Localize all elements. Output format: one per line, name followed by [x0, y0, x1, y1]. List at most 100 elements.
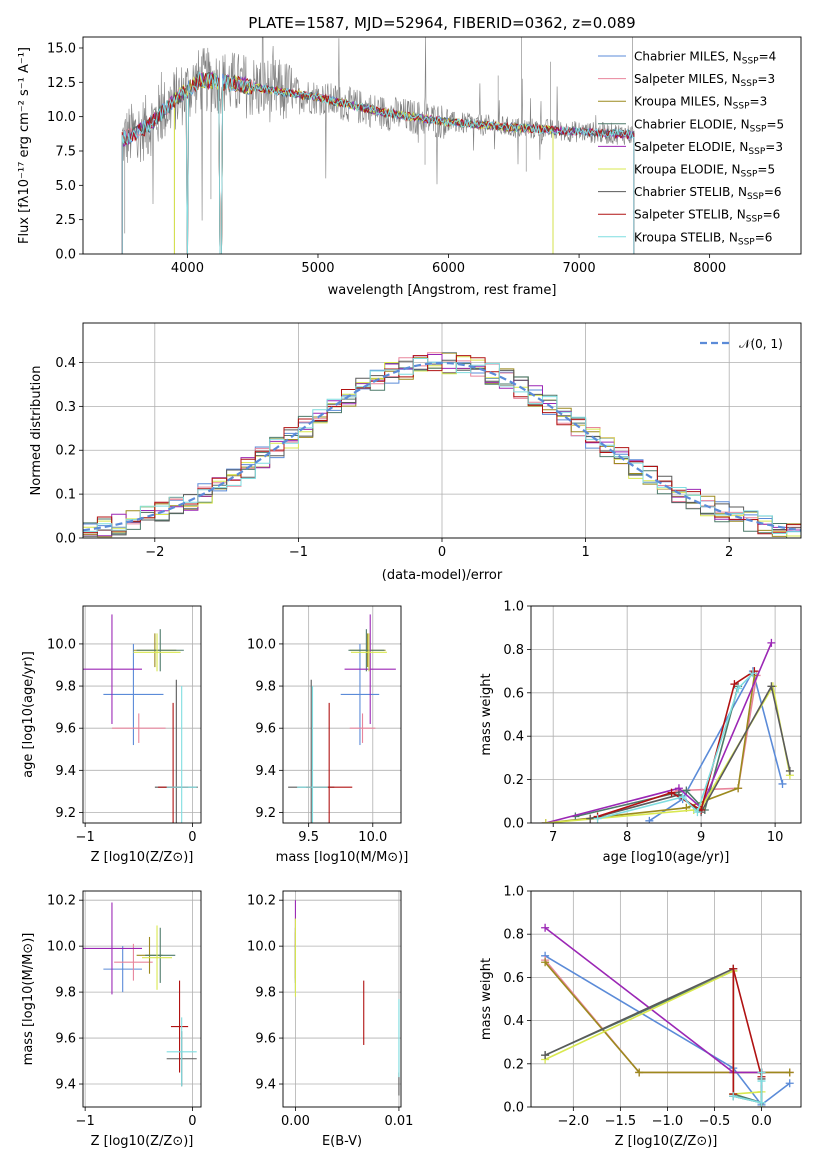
spectrum-ytick-label: 15.0	[47, 41, 76, 56]
weight_vs_Z-point-marker	[635, 1068, 644, 1077]
weight_vs_age-series-line-1	[648, 668, 784, 822]
weight_vs_Z-point-marker	[757, 1098, 766, 1107]
mass_vs_Z-ytick-label: 10.2	[47, 894, 76, 909]
weight_vs_age-point-marker	[767, 682, 776, 691]
age_vs_Z-axes	[79, 606, 201, 827]
weight_vs_age-xlabel: age [log10(age/yr)]	[603, 850, 730, 865]
weight_vs_Z-series-line-5	[544, 927, 763, 1107]
age_vs_mass-xlabel: mass [log10(M/M⊙)]	[276, 850, 409, 865]
weight_vs_Z-point-marker	[729, 1092, 738, 1101]
weight_vs_age-point-marker	[778, 779, 787, 788]
age_vs_mass-frame	[282, 605, 402, 824]
residuals-legend-label: 𝒩(0, 1)	[739, 337, 783, 351]
spectrum-legend-label: Salpeter STELIB, NSSP=6	[634, 208, 780, 225]
age_vs_Z-frame	[82, 605, 202, 824]
weight_vs_Z-xtick-label: −0.5	[699, 1114, 731, 1129]
weight_vs_age-ytick-label: 0.2	[503, 773, 524, 788]
weight_vs_age-plot-area	[541, 638, 794, 823]
spectrum-model-line-6	[173, 72, 554, 254]
weight_vs_age-ylabel: mass weight	[479, 673, 494, 755]
weight_vs_age-point-marker	[645, 816, 654, 823]
weight_vs_Z-ytick-label: 0.8	[503, 928, 524, 943]
residuals-ytick-label: 0.0	[55, 532, 76, 547]
weight_vs_Z-ytick-label: 0.0	[503, 1101, 524, 1116]
mass_vs_Z-ytick-label: 9.6	[55, 1032, 76, 1047]
age_vs_Z-plot-area	[83, 614, 198, 823]
weight_vs_age-point-marker	[693, 808, 702, 817]
weight_vs_age-series-line-6	[545, 684, 791, 823]
age_vs_mass-ytick-label: 10.0	[247, 637, 276, 652]
spectrum-legend-label: Salpeter MILES, NSSP=3	[634, 72, 775, 89]
weight_vs_age-point-marker	[730, 680, 739, 689]
age_vs_mass-xtick-label: 9.5	[298, 830, 319, 845]
spectrum-legend-label: Chabrier MILES, NSSP=4	[634, 50, 776, 67]
mass_vs_ebv-plot-area	[294, 900, 400, 1096]
weight_vs_Z-xtick-label: −2.0	[558, 1114, 590, 1129]
residuals-xtick-label: 2	[725, 545, 733, 560]
weight_vs_Z-xtick-label: −1.5	[605, 1114, 637, 1129]
weight_vs_age-series-line-9	[597, 672, 754, 820]
mass_vs_Z-frame	[82, 890, 202, 1108]
weight_vs_age-frame	[530, 605, 802, 824]
weight_vs_Z-ytick-label: 0.6	[503, 971, 524, 986]
weight_vs_Z-xtick-label: 0.0	[751, 1114, 772, 1129]
weight_vs_age-point-marker	[682, 786, 691, 795]
mass_vs_Z-xlabel: Z [log10(Z/Z⊙)]	[91, 1134, 194, 1149]
spectrum-axes	[79, 47, 711, 258]
age_vs_Z-ytick-label: 9.8	[55, 680, 76, 695]
spectrum-ytick-label: 0.0	[55, 248, 76, 263]
age_vs_Z-ytick-label: 9.4	[55, 764, 76, 779]
weight_vs_age-series-line-4	[575, 686, 739, 818]
mass_vs_Z-ytick-label: 10.0	[47, 940, 76, 955]
spectrum-legend-label: Kroupa ELODIE, NSSP=5	[634, 163, 775, 180]
spectrum-ytick-label: 12.5	[47, 76, 76, 91]
spectrum-xtick-label: 7000	[563, 261, 596, 276]
weight_vs_age-ytick-label: 0.8	[503, 643, 524, 658]
weight_vs_age-axes	[527, 605, 801, 827]
spectrum-legend-label: Kroupa STELIB, NSSP=6	[634, 230, 772, 247]
residuals-xtick-label: 0	[438, 545, 446, 560]
weight_vs_age-point-marker	[678, 792, 687, 801]
spectrum-frame	[82, 36, 802, 255]
weight_vs_Z-plot-area	[541, 923, 794, 1107]
spectrum-ytick-label: 10.0	[47, 110, 76, 125]
weight_vs_Z-point-marker	[729, 964, 738, 973]
age_vs_Z-ytick-label: 10.0	[47, 637, 76, 652]
age_vs_Z-xtick-label: 0	[188, 830, 196, 845]
age_vs_Z-xlabel: Z [log10(Z/Z⊙)]	[91, 850, 194, 865]
spectrum-xtick-label: 5000	[301, 261, 334, 276]
residuals-xlabel: (data-model)/error	[382, 568, 503, 583]
weight_vs_age-point-marker	[785, 766, 794, 775]
spectrum-model-line-9	[121, 71, 635, 254]
residuals-xtick-label: −2	[145, 545, 164, 560]
weight_vs_age-series-line-5	[545, 642, 773, 823]
residuals-ytick-label: 0.3	[55, 400, 76, 415]
spectrum-ylabel: Flux [fλ10⁻¹⁷ erg cm⁻² s⁻¹ A⁻¹]	[17, 47, 32, 244]
age_vs_mass-xtick-label: 10.0	[358, 830, 387, 845]
spectrum-ytick-label: 7.5	[55, 144, 76, 159]
weight_vs_age-xtick-label: 8	[623, 830, 631, 845]
weight_vs_Z-series-line-8	[732, 968, 763, 1094]
residuals-ytick-label: 0.2	[55, 444, 76, 459]
age_vs_mass-ytick-label: 9.2	[255, 806, 276, 821]
age_vs_Z-ytick-label: 9.6	[55, 722, 76, 737]
mass_vs_ebv-xtick-label: 0.00	[281, 1114, 310, 1129]
weight_vs_age-ytick-label: 1.0	[503, 600, 524, 615]
age_vs_mass-ytick-label: 9.6	[255, 722, 276, 737]
spectrum-model-line-3	[173, 72, 554, 254]
mass_vs_ebv-xtick-label: 0.01	[384, 1114, 413, 1129]
weight_vs_Z-ytick-label: 0.4	[503, 1014, 524, 1029]
spectrum-xtick-label: 6000	[432, 261, 465, 276]
spectrum-legend-label: Salpeter ELODIE, NSSP=3	[634, 140, 783, 157]
age_vs_mass-plot-area	[288, 614, 396, 823]
residuals-ytick-label: 0.1	[55, 488, 76, 503]
weight_vs_age-ytick-label: 0.4	[503, 730, 524, 745]
mass_vs_ebv-axes	[279, 891, 401, 1111]
weight_vs_age-xtick-label: 10	[767, 830, 784, 845]
mass_vs_ebv-frame	[282, 890, 402, 1108]
mass_vs_Z-axes	[79, 891, 201, 1111]
mass_vs_ebv-ytick-label: 10.0	[247, 940, 276, 955]
spectrum-xtick-label: 4000	[171, 261, 204, 276]
weight_vs_age-point-marker	[541, 819, 550, 823]
